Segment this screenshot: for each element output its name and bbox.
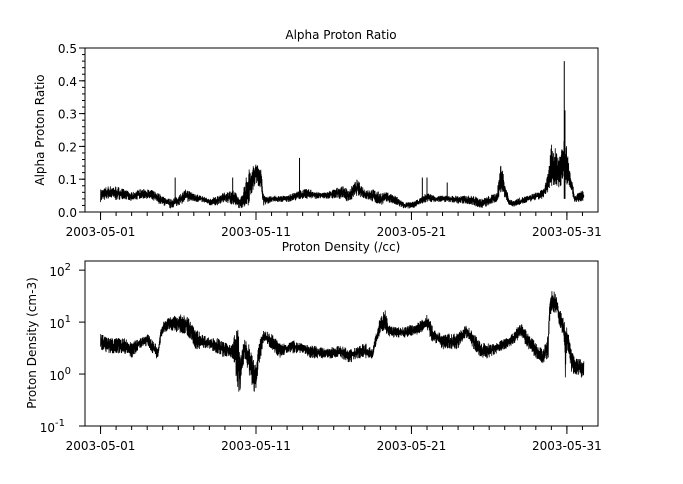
y-tick-label: 10-1 xyxy=(40,418,65,435)
chart-title: Alpha Proton Ratio xyxy=(285,28,396,42)
plot-frame xyxy=(84,260,599,427)
y-axis-label: Alpha Proton Ratio xyxy=(33,74,47,185)
x-tick-label: 2003-05-01 xyxy=(66,439,136,453)
y-tick-label: 0.2 xyxy=(58,140,77,154)
alpha-proton-ratio-panel: Alpha Proton Ratio Alpha Proton Ratio 20… xyxy=(33,28,602,239)
x-tick-label: 2003-05-11 xyxy=(221,225,291,239)
data-series-line xyxy=(100,291,585,392)
y-tick-label: 0.0 xyxy=(58,206,77,220)
y-tick-label: 0.1 xyxy=(58,173,77,187)
y-tick-label: 0.5 xyxy=(58,42,77,56)
proton-density-panel: Proton Density (/cc) Proton Density (cm-… xyxy=(25,240,602,453)
x-tick-label: 2003-05-11 xyxy=(221,439,291,453)
x-tick-label: 2003-05-01 xyxy=(66,225,136,239)
y-tick-label: 100 xyxy=(49,366,71,383)
y-axis-label: Proton Density (cm-3) xyxy=(25,277,39,409)
y-tick-label: 0.4 xyxy=(58,75,77,89)
y-tick-label: 0.3 xyxy=(58,108,77,122)
y-tick-label: 102 xyxy=(49,262,71,279)
x-tick-label: 2003-05-21 xyxy=(377,439,447,453)
chart-title: Proton Density (/cc) xyxy=(282,240,401,254)
data-series-line xyxy=(100,140,585,209)
plot-frame xyxy=(84,47,599,213)
x-tick-label: 2003-05-31 xyxy=(532,439,602,453)
x-tick-label: 2003-05-21 xyxy=(377,225,447,239)
y-tick-label: 101 xyxy=(49,314,71,331)
x-tick-label: 2003-05-31 xyxy=(532,225,602,239)
